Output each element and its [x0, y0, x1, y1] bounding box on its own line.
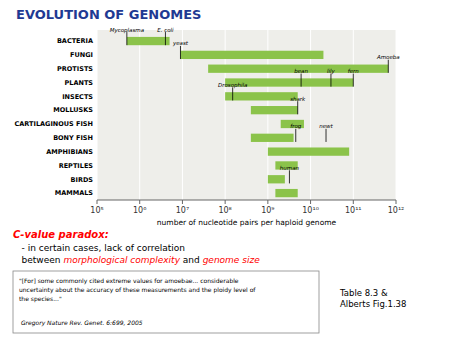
- tick-label: 10⁹: [261, 206, 274, 215]
- text-segment: morphological complexity: [63, 255, 180, 265]
- category-label: REPTILES: [59, 162, 94, 170]
- annotation-label: yeast: [172, 40, 189, 47]
- category-label: MAMMALS: [55, 189, 94, 197]
- tick-mark: [267, 200, 268, 204]
- text-segment: - in certain cases, lack of correlation: [13, 243, 185, 253]
- bar: [225, 92, 298, 100]
- category-label: CARTILAGINOUS FISH: [15, 120, 93, 128]
- plot-background: [97, 30, 396, 200]
- annotation-line: [297, 101, 298, 114]
- tick-mark: [97, 200, 98, 204]
- annotation-label: Drosophila: [218, 82, 248, 89]
- tick-label: 10¹⁰: [302, 206, 319, 215]
- tick-mark: [182, 200, 183, 204]
- footnote-line: "[For] some commonly cited extreme value…: [19, 277, 239, 285]
- tick-mark: [396, 200, 397, 204]
- paradox-line: - in certain cases, lack of correlation: [13, 243, 185, 253]
- tick-label: 10⁶: [133, 206, 146, 215]
- annotation-line: [289, 170, 290, 183]
- bar: [251, 134, 294, 142]
- bars: [127, 37, 388, 197]
- annotation-label: lily: [327, 68, 336, 75]
- annotation-line: [180, 46, 181, 59]
- annotation-line: [165, 32, 166, 45]
- tick-label: 10¹²: [388, 206, 405, 215]
- paradox-line: between morphological complexity and gen…: [13, 255, 260, 265]
- table-reference-line: Alberts Fig.1.38: [340, 299, 406, 309]
- grid-line: [97, 30, 98, 200]
- table-reference: Table 8.3 &Alberts Fig.1.38: [339, 288, 406, 309]
- annotation-line: [126, 32, 127, 45]
- x-axis-line: [97, 200, 396, 201]
- annotation-label: E. coli: [157, 27, 174, 33]
- annotation-line: [330, 74, 331, 87]
- tick-label: 10⁵: [90, 206, 103, 215]
- annotation-label: bean: [294, 68, 308, 74]
- tick-mark: [310, 200, 311, 204]
- bar: [275, 189, 297, 197]
- annotation-label: newt: [319, 123, 333, 129]
- annotation-label: frog: [290, 123, 302, 130]
- citation: Gregory Nature Rev. Genet. 6:699, 2005: [19, 319, 143, 327]
- table-reference-line: Table 8.3 &: [339, 288, 388, 298]
- bar: [268, 147, 349, 155]
- annotation-label: human: [280, 165, 300, 171]
- category-label: PROTISTS: [57, 65, 93, 73]
- title: EVOLUTION OF GENOMES: [16, 7, 201, 22]
- text-segment: between: [13, 255, 63, 265]
- x-axis-label: number of nucleotide pairs per haploid g…: [157, 218, 337, 227]
- tick-mark: [225, 200, 226, 204]
- annotation-line: [301, 74, 302, 87]
- annotation-line: [326, 129, 327, 142]
- category-label: AMPHIBIANS: [46, 148, 93, 156]
- bar: [180, 51, 323, 59]
- annotation-line: [232, 87, 233, 100]
- annotation-label: Mycoplasma: [110, 27, 145, 34]
- category-label: BACTERIA: [57, 37, 93, 45]
- footnote-box: [13, 271, 319, 333]
- text-segment: and: [180, 255, 203, 265]
- text-segment: C-value paradox:: [13, 229, 109, 240]
- chart: EVOLUTION OF GENOMES 10⁵ 10⁶ 10⁷ 10⁸ 10⁹ 10¹⁰ 1…: [0, 0, 450, 338]
- tick-mark: [139, 200, 140, 204]
- category-label: BIRDS: [71, 176, 94, 184]
- bar: [127, 37, 170, 45]
- tick-label: 10¹¹: [345, 206, 362, 215]
- bar: [268, 175, 285, 183]
- annotation-label: shark: [290, 96, 306, 102]
- footnote-line: the species...": [19, 295, 62, 303]
- annotation-line: [353, 74, 354, 87]
- category-label: MOLLUSKS: [53, 106, 93, 114]
- footnote: "[For] some commonly cited extreme value…: [19, 277, 256, 303]
- tick-label: 10⁸: [218, 206, 231, 215]
- category-label: BONY FISH: [53, 134, 93, 142]
- annotation-line: [295, 129, 296, 142]
- annotation-label: Amoeba: [376, 54, 400, 60]
- paradox-heading: C-value paradox:: [13, 229, 109, 240]
- bar: [251, 106, 298, 114]
- category-label: INSECTS: [62, 93, 93, 101]
- annotation-line: [388, 60, 389, 73]
- grid-line: [139, 30, 140, 200]
- category-label: FUNGI: [70, 51, 93, 59]
- grid-line: [353, 30, 354, 200]
- category-label: PLANTS: [65, 79, 94, 87]
- footnote-line: uncertainty about the accuracy of these …: [19, 286, 256, 294]
- tick-label: 10⁷: [176, 206, 189, 215]
- annotation-label: fern: [348, 68, 360, 74]
- text-segment: genome size: [203, 255, 261, 265]
- tick-mark: [353, 200, 354, 204]
